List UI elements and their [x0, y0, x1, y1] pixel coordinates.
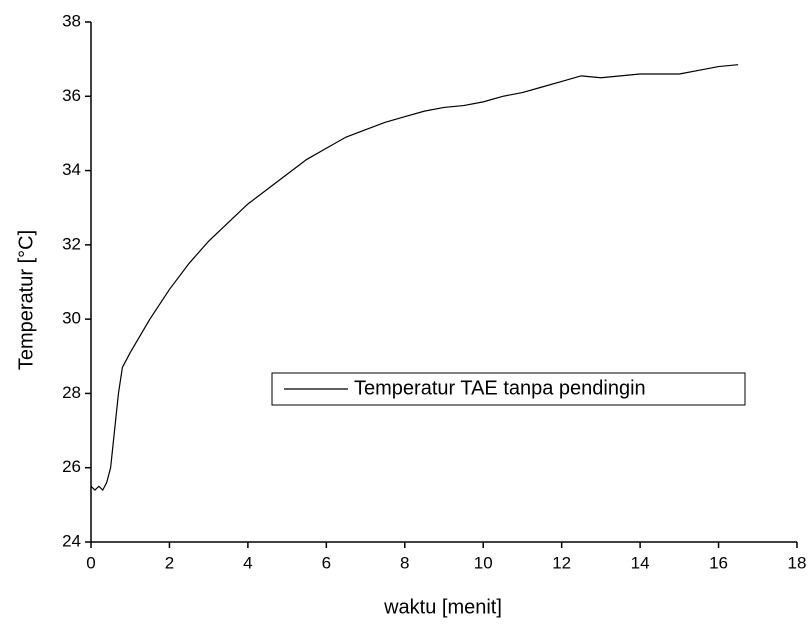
y-tick-label: 36 [62, 86, 81, 105]
x-axis-label: waktu [menit] [383, 596, 502, 618]
y-tick-label: 26 [62, 457, 81, 476]
x-tick-label: 14 [631, 553, 650, 572]
x-tick-label: 10 [474, 553, 493, 572]
y-tick-label: 32 [62, 234, 81, 253]
y-axis-label: Temperatur [°C] [15, 230, 37, 370]
y-tick-label: 28 [62, 383, 81, 402]
legend-label: Temperatur TAE tanpa pendingin [354, 377, 646, 399]
x-tick-label: 0 [86, 553, 95, 572]
x-tick-label: 18 [788, 553, 807, 572]
x-tick-label: 16 [709, 553, 728, 572]
x-tick-label: 4 [243, 553, 252, 572]
y-tick-label: 24 [62, 531, 81, 550]
x-tick-label: 6 [322, 553, 331, 572]
y-tick-label: 34 [62, 160, 81, 179]
line [90, 64, 739, 491]
x-tick-label: 8 [400, 553, 409, 572]
x-tick-label: 12 [552, 553, 571, 572]
y-tick-label: 30 [62, 309, 81, 328]
x-tick-label: 2 [165, 553, 174, 572]
y-tick-label: 38 [62, 11, 81, 30]
legend-box [271, 372, 746, 406]
